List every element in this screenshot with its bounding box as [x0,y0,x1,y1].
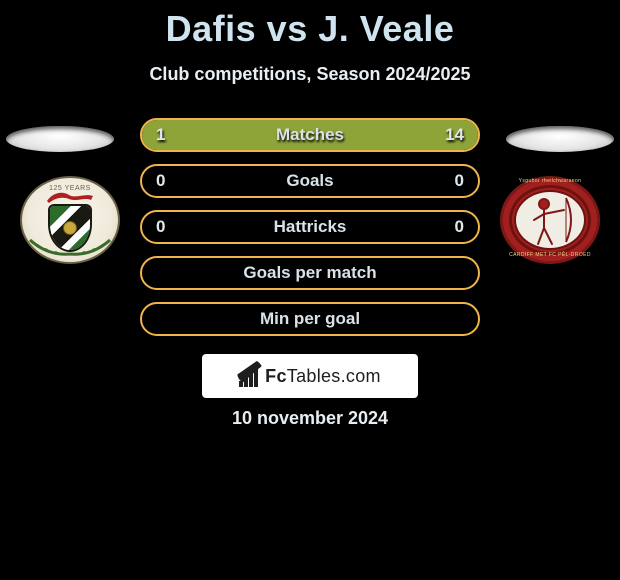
crest-right-top-text: Ysgubor rheilchwaraeon [510,178,590,188]
stat-label: Goals [142,166,478,196]
club-crest-right: Ysgubor rheilchwaraeon CARDIFF MET FC PÊ… [500,176,600,264]
stat-bar-matches: 1 Matches 14 [140,118,480,152]
stat-right-value: 0 [455,166,464,196]
brand-rest: Tables.com [287,366,381,387]
stats-column: 1 Matches 14 0 Goals 0 0 Hattricks 0 Goa… [140,118,480,348]
stat-bar-mpg: Min per goal [140,302,480,336]
stat-right-value: 0 [455,212,464,242]
page-subtitle: Club competitions, Season 2024/2025 [0,64,620,85]
dragon-icon [45,190,95,204]
stat-right-value: 14 [445,120,464,150]
player-left-ellipse-icon [6,126,114,152]
comparison-card: Dafis vs J. Veale Club competitions, Sea… [0,0,620,580]
stat-bar-gpm: Goals per match [140,256,480,290]
brand-badge: FcTables.com [202,354,418,398]
player-right-ellipse-icon [506,126,614,152]
brand-strong: Fc [265,366,287,387]
bars-icon [239,365,261,387]
stat-label: Min per goal [142,304,478,334]
page-title: Dafis vs J. Veale [0,0,620,50]
club-crest-left: 125 YEARS [20,176,120,264]
stat-bar-hattricks: 0 Hattricks 0 [140,210,480,244]
stat-label: Matches [142,120,478,150]
stat-label: Goals per match [142,258,478,288]
stat-bar-goals: 0 Goals 0 [140,164,480,198]
crest-right-bottom-text: CARDIFF MET FC PÊL-DROED [506,252,594,262]
date-label: 10 november 2024 [0,408,620,429]
archer-icon [520,190,580,250]
stat-label: Hattricks [142,212,478,242]
laurel-icon [28,238,112,256]
